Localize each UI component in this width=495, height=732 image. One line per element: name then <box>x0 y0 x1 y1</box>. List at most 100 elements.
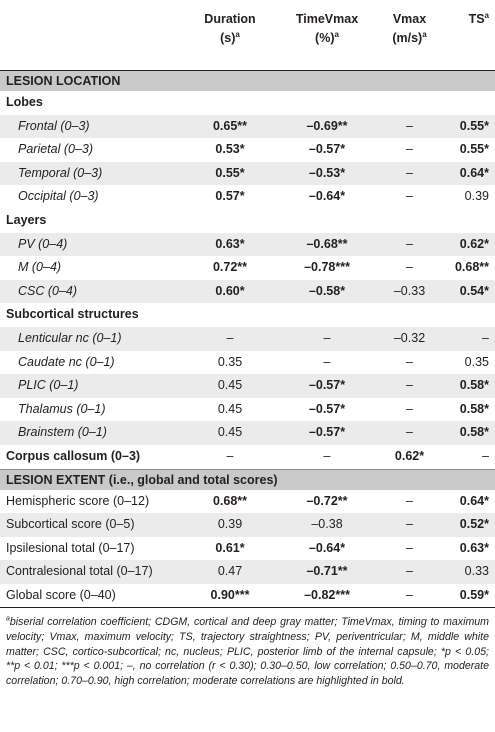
table-cell: 0.35 <box>217 354 243 369</box>
table-cell: – <box>406 587 413 602</box>
table-cell: 0.60* <box>215 283 245 298</box>
row-label: PLIC (0–1) <box>18 378 79 393</box>
header-ts-sup: a <box>484 10 489 20</box>
table-cell: – <box>482 448 489 463</box>
table-cell: 0.52* <box>459 517 489 532</box>
section-lesion-location: LESION LOCATION <box>0 70 495 91</box>
row-label: Global score (0–40) <box>6 587 116 602</box>
lobes-group: Frontal (0–3) 0.65** –0.69** –0.55* Parietal… <box>0 114 495 209</box>
row-label: Hemispheric score (0–12) <box>6 493 150 508</box>
corpus-group: Corpus callosum (0–3) – – 0.62* – <box>0 445 495 469</box>
table-row: Contralesional total (0–17) 0.47 –0.71** – 0… <box>0 560 495 584</box>
header-duration-sup: a <box>235 29 240 39</box>
table-cell: 0.63* <box>215 236 245 251</box>
table-cell: – <box>406 517 413 532</box>
subhead-lobes: Lobes <box>6 95 43 109</box>
table-cell: – <box>323 330 331 345</box>
table-cell: – <box>406 378 413 393</box>
row-label: Subcortical score (0–5) <box>6 517 135 532</box>
table-cell: –0.53* <box>308 165 346 180</box>
footnote-text: biserial correlation coefficient; CDGM, … <box>6 616 489 687</box>
table-row: Brainstem (0–1) 0.45 –0.57* – 0.58* <box>0 421 495 445</box>
table-cell: 0.61* <box>215 540 245 555</box>
table-header: Duration (s)a TimeVmax (%)a Vmax (m/s)a … <box>0 0 495 70</box>
table-cell: – <box>323 448 331 463</box>
table-cell: 0.62* <box>459 236 489 251</box>
extent-group: Hemispheric score (0–12) 0.68** –0.72** –0.… <box>0 490 495 609</box>
row-label: Occipital (0–3) <box>18 189 99 204</box>
table-cell: –0.38 <box>311 517 343 532</box>
subhead-subcortical: Subcortical structures <box>6 307 139 322</box>
table-cell: 0.90*** <box>210 587 250 602</box>
table-cell: 0.65** <box>212 118 248 133</box>
table-cell: 0.45 <box>217 401 243 416</box>
table-cell: – <box>406 564 413 579</box>
header-duration-l2: (s) <box>220 31 236 45</box>
table-cell: 0.45 <box>217 425 243 440</box>
correlation-table: Duration (s)a TimeVmax (%)a Vmax (m/s)a … <box>0 0 495 688</box>
table-cell: 0.63* <box>459 540 489 555</box>
header-duration: Duration (s)a <box>184 10 276 48</box>
table-cell: 0.64* <box>459 165 489 180</box>
table-row: Caudate nc (0–1) 0.35 – – 0.35 <box>0 351 495 375</box>
table-cell: 0.33 <box>464 564 489 579</box>
layers-group: PV (0–4) 0.63* –0.68** –0.62* M (0–4) 0.72** –… <box>0 232 495 304</box>
row-label: Lenticular nc (0–1) <box>18 330 122 345</box>
header-vmax-l2: (m/s) <box>392 31 423 45</box>
row-label: Caudate nc (0–1) <box>18 354 115 369</box>
header-timevmax-sup: a <box>334 29 339 39</box>
table-cell: 0.53* <box>215 142 245 157</box>
table-cell: – <box>226 448 234 463</box>
table-cell: 0.45 <box>217 378 243 393</box>
table-cell: –0.72** <box>306 493 348 508</box>
header-timevmax: TimeVmax (%)a <box>276 10 378 48</box>
row-label: Contralesional total (0–17) <box>6 564 153 579</box>
table-cell: – <box>406 165 413 180</box>
header-ts-l1: TS <box>468 12 485 26</box>
table-row: Hemispheric score (0–12) 0.68** –0.72** – 0.… <box>0 490 495 514</box>
header-vmax-l1: Vmax <box>392 12 427 26</box>
row-label: Brainstem (0–1) <box>18 425 107 440</box>
subhead-layers: Layers <box>6 212 47 227</box>
section-lesion-extent: LESION EXTENT (i.e., global and total sc… <box>0 468 495 490</box>
table-cell: –0.78*** <box>304 260 350 275</box>
table-cell: 0.59* <box>459 587 489 602</box>
table-cell: –0.64* <box>308 189 346 204</box>
table-cell: 0.58* <box>459 425 489 440</box>
table-cell: – <box>406 142 413 157</box>
table-cell: – <box>226 330 234 345</box>
row-label: CSC (0–4) <box>18 283 78 298</box>
table-cell: –0.57* <box>308 378 346 393</box>
table-cell: 0.39 <box>217 517 243 532</box>
table-cell: –0.33 <box>393 283 426 298</box>
table-cell: 0.57* <box>215 189 245 204</box>
header-ts: TSa <box>441 10 495 29</box>
table-cell: 0.54* <box>459 283 489 298</box>
table-cell: – <box>406 354 413 369</box>
table-cell: –0.57* <box>308 142 346 157</box>
table-row: Global score (0–40) 0.90*** –0.82*** – 0.59* <box>0 584 495 608</box>
table-cell: –0.58* <box>308 283 346 298</box>
table-cell: 0.35 <box>464 354 489 369</box>
header-duration-l1: Duration <box>204 12 256 26</box>
table-cell: – <box>406 118 413 133</box>
table-row: M (0–4) 0.72** –0.78*** – 0.68** <box>0 256 495 280</box>
table-cell: – <box>482 330 489 345</box>
table-row: Corpus callosum (0–3) – – 0.62* – <box>0 445 495 469</box>
table-cell: 0.39 <box>464 189 489 204</box>
header-timevmax-l2: (%) <box>315 31 335 45</box>
table-row: CSC (0–4) 0.60* –0.58* –0.33 0.54* <box>0 279 495 304</box>
table-row: Thalamus (0–1) 0.45 –0.57* – 0.58* <box>0 398 495 422</box>
table-cell: – <box>406 236 413 251</box>
table-cell: – <box>323 354 331 369</box>
table-row: PLIC (0–1) 0.45 –0.57* – 0.58* <box>0 374 495 398</box>
table-cell: –0.57* <box>308 425 346 440</box>
header-timevmax-l1: TimeVmax <box>295 12 359 26</box>
table-footnote: abiserial correlation coefficient; CDGM,… <box>0 608 495 688</box>
table-cell: –0.82*** <box>304 587 350 602</box>
subcortical-group: Lenticular nc (0–1) – – –0.32– Caudate nc (0… <box>0 326 495 445</box>
table-cell: 0.47 <box>217 564 243 579</box>
row-label: Parietal (0–3) <box>18 142 94 157</box>
row-label: PV (0–4) <box>18 236 68 251</box>
header-vmax-sup: a <box>422 29 427 39</box>
